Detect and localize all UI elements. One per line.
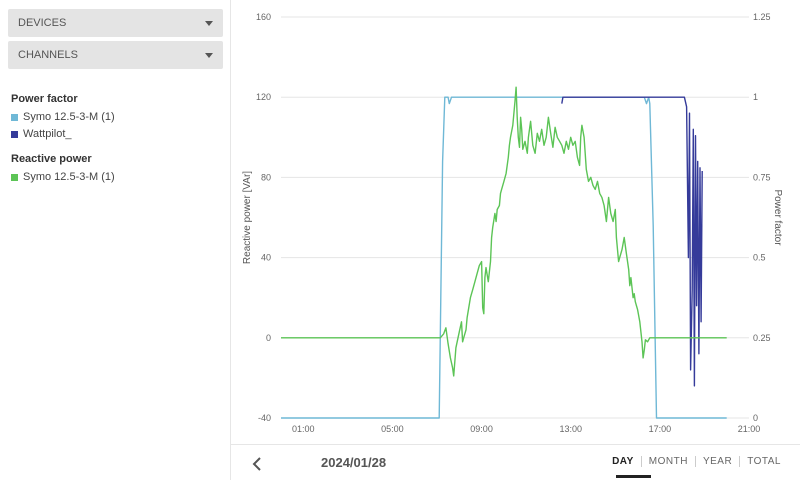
legend-group-title-power-factor: Power factor (11, 93, 78, 105)
x-tick-label: 21:00 (738, 424, 761, 434)
series-line-symo-reactive-power (281, 86, 727, 377)
devices-dropdown-label: DEVICES (18, 17, 67, 29)
chart-area: -40 0 40 80 120 160 0 0.25 0.5 0.75 1 1.25 01:00 05:0… (231, 0, 800, 444)
legend-item-wattpilot-power-factor[interactable]: Wattpilot_ (11, 128, 72, 140)
y2-tick-label: 1.25 (753, 12, 771, 22)
legend-item-label: Symo 12.5-3-M (1) (23, 171, 115, 183)
y2-axis-title: Power factor (772, 189, 783, 246)
period-tab-month[interactable]: MONTH (640, 456, 695, 467)
date-navigation-bar: 2024/01/28 DAY MONTH YEAR TOTAL (231, 444, 800, 481)
series-line-wattpilot-power-factor (561, 96, 703, 387)
legend-swatch (11, 173, 18, 181)
legend-item-symo-power-factor[interactable]: Symo 12.5-3-M (1) (11, 111, 115, 123)
chevron-down-icon (205, 53, 213, 58)
period-tab-year[interactable]: YEAR (694, 456, 739, 467)
channels-dropdown[interactable]: CHANNELS (8, 41, 223, 69)
active-period-indicator (616, 475, 651, 478)
y-tick-label: 0 (266, 333, 271, 343)
x-tick-label: 13:00 (559, 424, 582, 434)
current-date: 2024/01/28 (321, 455, 387, 470)
period-tab-total[interactable]: TOTAL (739, 456, 788, 467)
y-tick-label: -40 (258, 413, 271, 423)
chevron-down-icon (205, 21, 213, 26)
x-tick-label: 09:00 (470, 424, 493, 434)
y-tick-label: 160 (256, 12, 271, 22)
legend-group-title-reactive-power: Reactive power (11, 153, 92, 165)
sidebar: DEVICES CHANNELS Power factor Symo 12.5-… (0, 0, 231, 480)
legend-item-label: Wattpilot_ (23, 128, 72, 140)
channels-dropdown-label: CHANNELS (18, 49, 78, 61)
x-tick-label: 17:00 (649, 424, 672, 434)
period-tab-day[interactable]: DAY (612, 456, 634, 467)
x-tick-label: 01:00 (292, 424, 315, 434)
devices-dropdown[interactable]: DEVICES (8, 9, 223, 37)
period-selector: DAY MONTH YEAR TOTAL (605, 456, 788, 467)
legend-item-label: Symo 12.5-3-M (1) (23, 111, 115, 123)
line-chart: -40 0 40 80 120 160 0 0.25 0.5 0.75 1 1.25 01:00 05:0… (242, 12, 783, 434)
y2-tick-label: 0.25 (753, 333, 771, 343)
y2-tick-label: 0 (753, 413, 758, 423)
legend-item-symo-reactive-power[interactable]: Symo 12.5-3-M (1) (11, 171, 115, 183)
y-tick-label: 80 (261, 172, 271, 182)
y-axis-title: Reactive power [VAr] (242, 171, 253, 264)
chevron-left-icon[interactable] (247, 453, 269, 475)
series-line-symo-power-factor (281, 96, 727, 419)
y-tick-label: 120 (256, 92, 271, 102)
y2-tick-label: 0.5 (753, 253, 766, 263)
y-tick-label: 40 (261, 253, 271, 263)
y2-tick-label: 0.75 (753, 172, 771, 182)
y2-tick-label: 1 (753, 92, 758, 102)
legend-swatch (11, 130, 18, 138)
legend-swatch (11, 113, 18, 121)
x-tick-label: 05:00 (381, 424, 404, 434)
